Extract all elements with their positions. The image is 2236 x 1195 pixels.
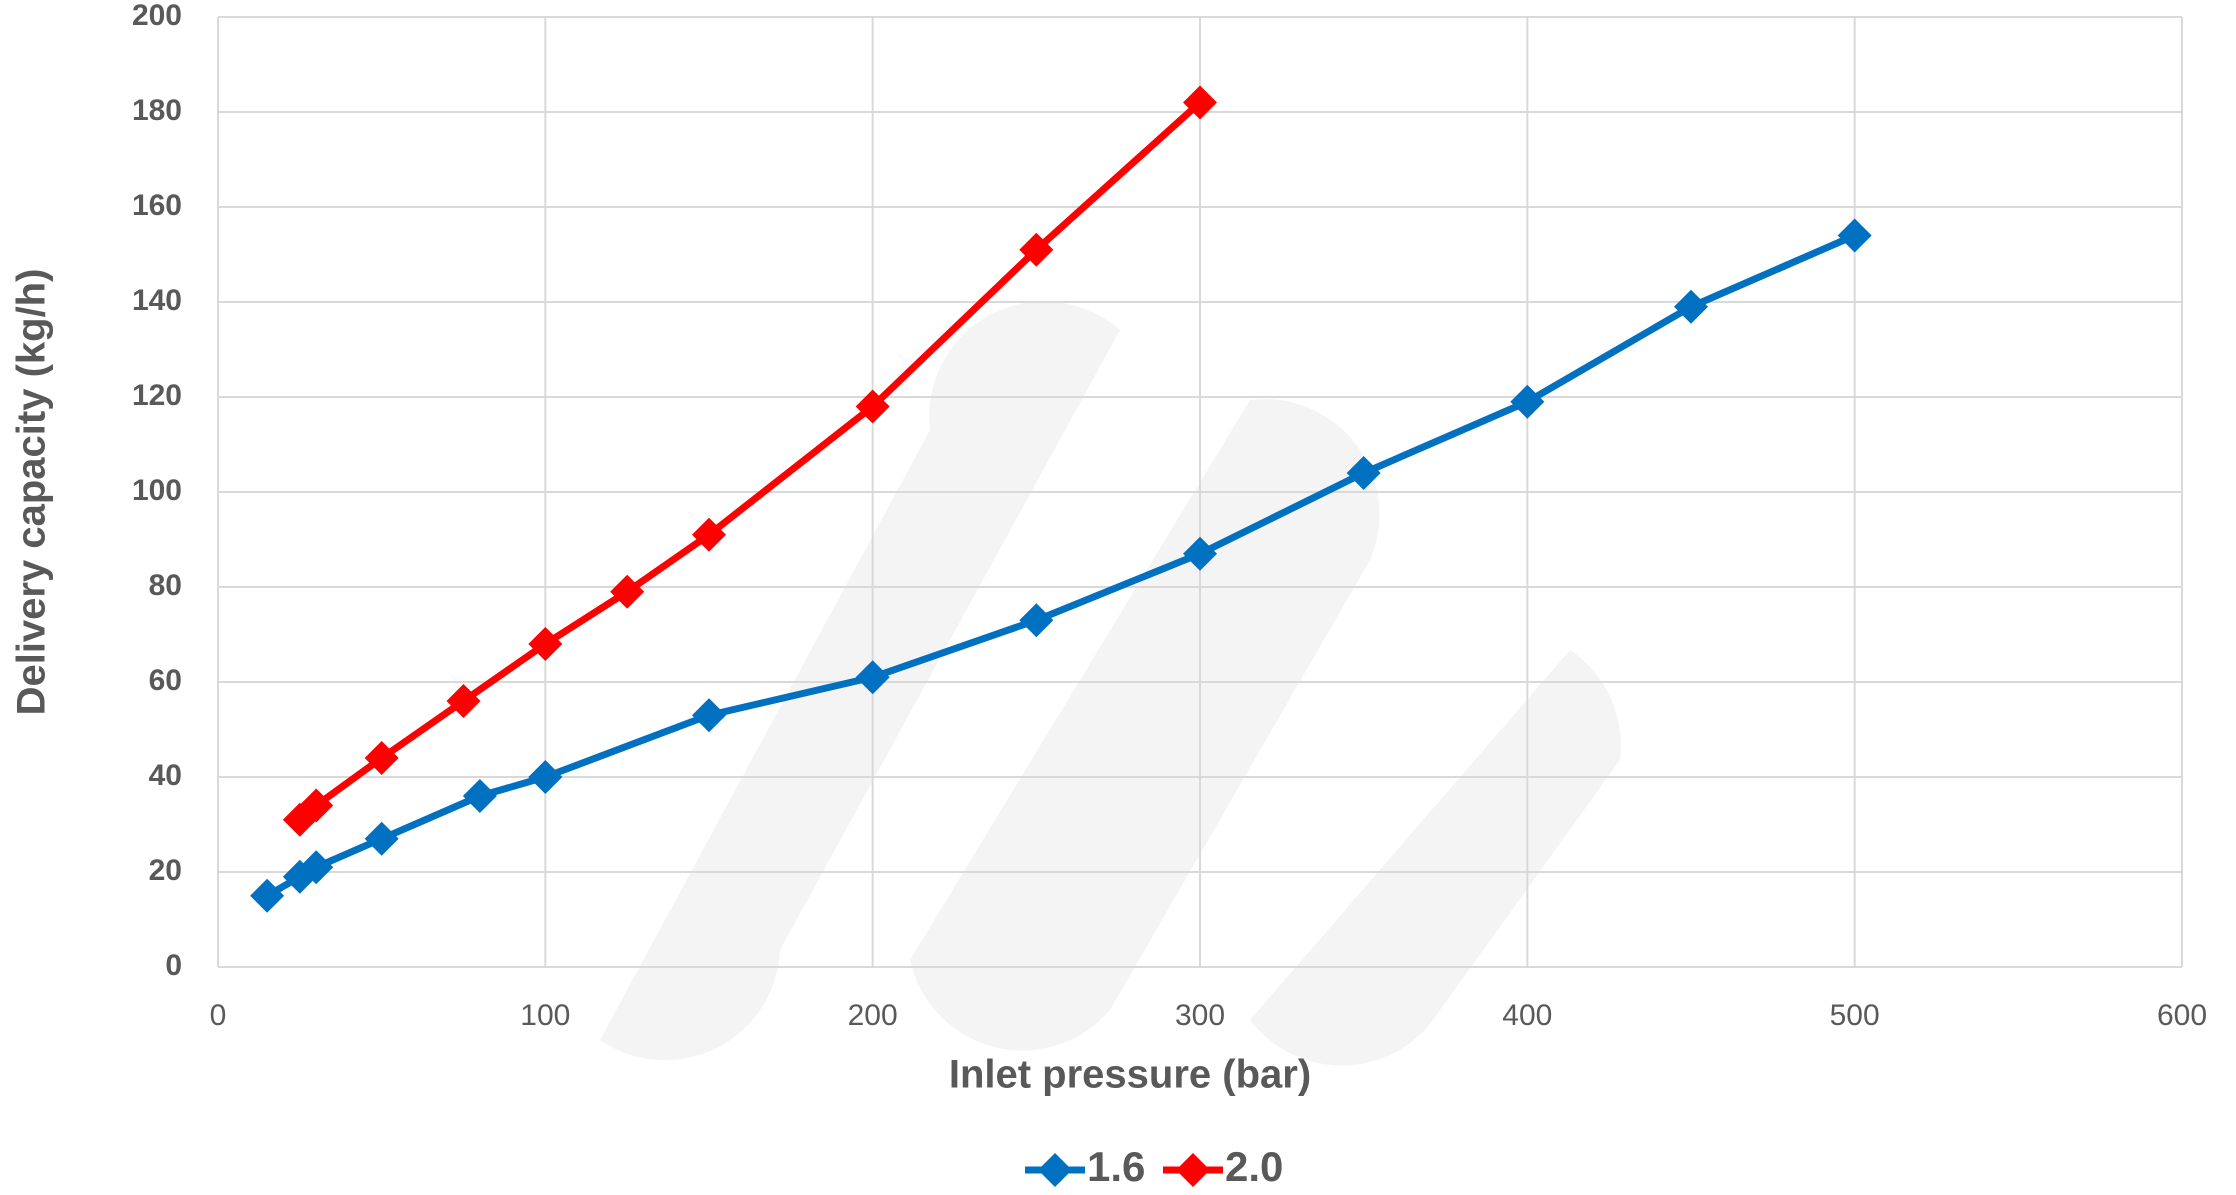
x-tick-label: 400: [1502, 999, 1552, 1032]
data-point: [1183, 85, 1217, 120]
data-point: [610, 574, 645, 609]
y-tick-label: 120: [132, 379, 182, 412]
x-tick-label: 0: [210, 999, 227, 1032]
background-logo: [600, 301, 1621, 1066]
data-point: [1837, 218, 1872, 253]
data-point: [364, 821, 399, 856]
y-tick-label: 100: [132, 474, 182, 507]
x-tick-label: 300: [1175, 999, 1225, 1032]
y-tick-label: 160: [132, 189, 182, 222]
y-tick-label: 40: [149, 759, 182, 792]
data-point: [855, 660, 890, 695]
data-point: [528, 760, 563, 794]
data-point: [1019, 232, 1054, 267]
legend-label: 1.6: [1087, 1143, 1145, 1190]
y-tick-label: 180: [132, 94, 182, 127]
data-point: [446, 684, 481, 718]
x-tick-label: 600: [2157, 999, 2207, 1032]
data-point: [299, 788, 334, 823]
y-tick-label: 200: [132, 0, 182, 32]
data-point: [1674, 289, 1708, 324]
x-tick-label: 100: [520, 999, 570, 1032]
y-tick-label: 80: [149, 569, 182, 602]
legend-marker: [1038, 1153, 1072, 1187]
data-point: [250, 878, 285, 913]
data-point: [1019, 603, 1054, 638]
series-line: [297, 99, 1203, 823]
data-point: [299, 850, 334, 885]
y-axis-title: Delivery capacity (kg/h): [10, 269, 54, 716]
data-point: [692, 698, 726, 733]
y-tick-label: 60: [149, 664, 182, 697]
data-point: [692, 517, 726, 552]
data-point: [364, 741, 399, 775]
data-point: [855, 389, 890, 424]
data-point: [1510, 384, 1545, 419]
data-point: [528, 627, 563, 661]
y-tick-label: 140: [132, 284, 182, 317]
x-tick-label: 200: [848, 999, 898, 1032]
data-point: [1346, 456, 1381, 490]
data-point: [1183, 536, 1217, 571]
legend-label: 2.0: [1225, 1143, 1283, 1190]
x-tick-label: 500: [1830, 999, 1880, 1032]
y-tick-label: 0: [165, 949, 182, 982]
data-point: [462, 779, 497, 813]
x-axis-title: Inlet pressure (bar): [949, 1053, 1311, 1097]
legend-marker: [1176, 1153, 1210, 1187]
y-tick-label: 20: [149, 854, 182, 887]
